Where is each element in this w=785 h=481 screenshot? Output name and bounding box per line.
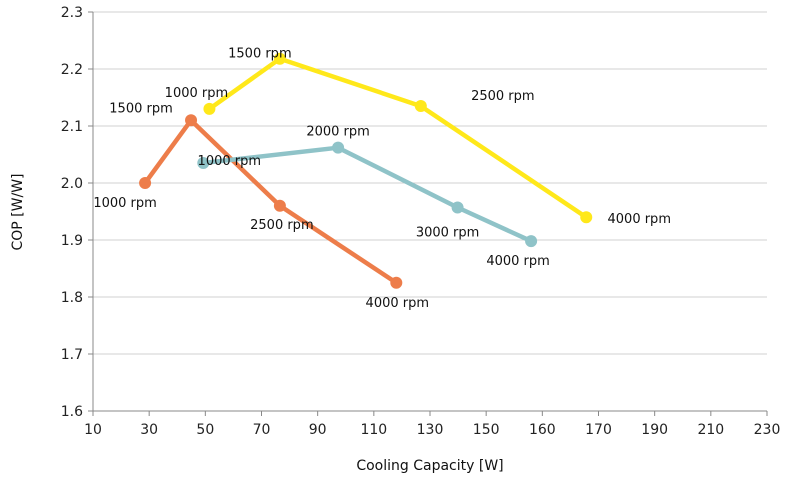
x-tick-label: 130 bbox=[417, 422, 444, 438]
series-line bbox=[201, 145, 534, 244]
y-tick-label: 1.9 bbox=[61, 233, 83, 249]
point-label: 1000 rpm bbox=[93, 196, 156, 211]
x-tick-label: 190 bbox=[641, 422, 668, 438]
data-point bbox=[451, 201, 464, 214]
point-label: 1500 rpm bbox=[109, 101, 172, 116]
x-tick-label: 160 bbox=[529, 422, 556, 438]
y-axis-title: COP [W/W] bbox=[10, 173, 26, 250]
y-tick-label: 2.2 bbox=[61, 62, 83, 78]
x-tick-label: 110 bbox=[360, 422, 387, 438]
y-tick-label: 2.3 bbox=[61, 5, 83, 21]
series-points bbox=[139, 52, 593, 289]
x-tick-label: 10 bbox=[84, 422, 102, 438]
data-point bbox=[139, 177, 152, 189]
x-tick-label: 150 bbox=[473, 422, 500, 438]
data-point bbox=[580, 211, 593, 224]
point-label: 1000 rpm bbox=[165, 86, 228, 101]
y-tick-label: 2.1 bbox=[61, 119, 83, 135]
point-label: 4000 rpm bbox=[366, 296, 429, 311]
x-tick-label: 210 bbox=[697, 422, 724, 438]
series-line bbox=[142, 118, 399, 286]
y-tick-label: 1.8 bbox=[61, 290, 83, 306]
x-tick-label: 70 bbox=[253, 422, 271, 438]
data-point bbox=[185, 114, 198, 127]
data-point bbox=[332, 141, 345, 154]
data-point bbox=[197, 157, 210, 170]
x-tick-labels: 10 30 50 70 90 110 130 150 160 170 190 210 230 bbox=[84, 422, 780, 438]
point-label: 4000 rpm bbox=[608, 212, 671, 227]
series-lines bbox=[142, 56, 589, 286]
data-point bbox=[390, 276, 403, 289]
data-point bbox=[203, 102, 216, 115]
point-label: 2500 rpm bbox=[250, 218, 313, 233]
data-point bbox=[525, 235, 538, 248]
x-tick-label: 50 bbox=[196, 422, 214, 438]
data-point bbox=[273, 199, 286, 212]
point-label: 1500 rpm bbox=[228, 47, 291, 62]
point-label: 1000 rpm bbox=[198, 154, 261, 169]
y-tick-label: 1.6 bbox=[61, 404, 83, 420]
y-tick-label: 2.0 bbox=[61, 176, 83, 192]
point-label: 3000 rpm bbox=[416, 226, 479, 241]
x-tick-label: 90 bbox=[309, 422, 327, 438]
series-line bbox=[207, 56, 589, 220]
x-tick-label: 170 bbox=[585, 422, 612, 438]
x-axis-title: Cooling Capacity [W] bbox=[356, 458, 503, 474]
axes bbox=[88, 11, 768, 416]
data-point bbox=[414, 100, 427, 113]
point-label: 2500 rpm bbox=[471, 89, 534, 104]
x-tick-label: 230 bbox=[754, 422, 781, 438]
grid-lines bbox=[93, 11, 767, 355]
point-label: 4000 rpm bbox=[486, 254, 549, 269]
y-tick-label: 1.7 bbox=[61, 347, 83, 363]
data-point bbox=[273, 52, 286, 65]
point-label: 2000 rpm bbox=[306, 125, 369, 140]
x-tick-label: 30 bbox=[140, 422, 158, 438]
y-tick-labels: 1.6 1.7 1.8 1.9 2.0 2.1 2.2 2.3 bbox=[61, 5, 83, 420]
